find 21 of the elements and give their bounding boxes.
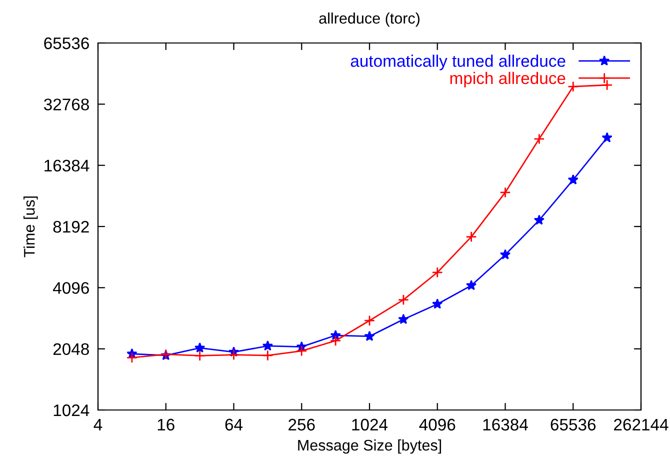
legend-label: automatically tuned allreduce bbox=[350, 54, 566, 70]
y-tick-label: 2048 bbox=[53, 343, 89, 356]
y-tick-label: 32768 bbox=[44, 98, 89, 110]
x-tick-label: 262144 bbox=[614, 418, 668, 431]
y-tick-label: 65536 bbox=[44, 37, 89, 50]
x-tick-label: 4 bbox=[94, 418, 102, 430]
x-tick-label: 1024 bbox=[352, 418, 388, 431]
x-tick-label: 16384 bbox=[483, 418, 528, 431]
chart-title: allreduce (torc) bbox=[319, 12, 420, 27]
x-tick-label: 65536 bbox=[550, 418, 596, 431]
x-tick-label: 64 bbox=[225, 418, 243, 431]
y-axis-title: Time [us] bbox=[24, 196, 38, 258]
y-tick-label: 8192 bbox=[53, 220, 89, 233]
y-tick-label: 4096 bbox=[52, 282, 89, 294]
x-tick-label: 16 bbox=[158, 418, 174, 431]
x-axis-title: Message Size [bytes] bbox=[298, 439, 442, 454]
y-tick-label: 1024 bbox=[54, 404, 90, 416]
x-tick-label: 256 bbox=[288, 418, 315, 431]
legend-label: mpich allreduce bbox=[450, 72, 566, 88]
x-tick-label: 4096 bbox=[419, 418, 456, 431]
y-tick-label: 16384 bbox=[44, 160, 90, 172]
